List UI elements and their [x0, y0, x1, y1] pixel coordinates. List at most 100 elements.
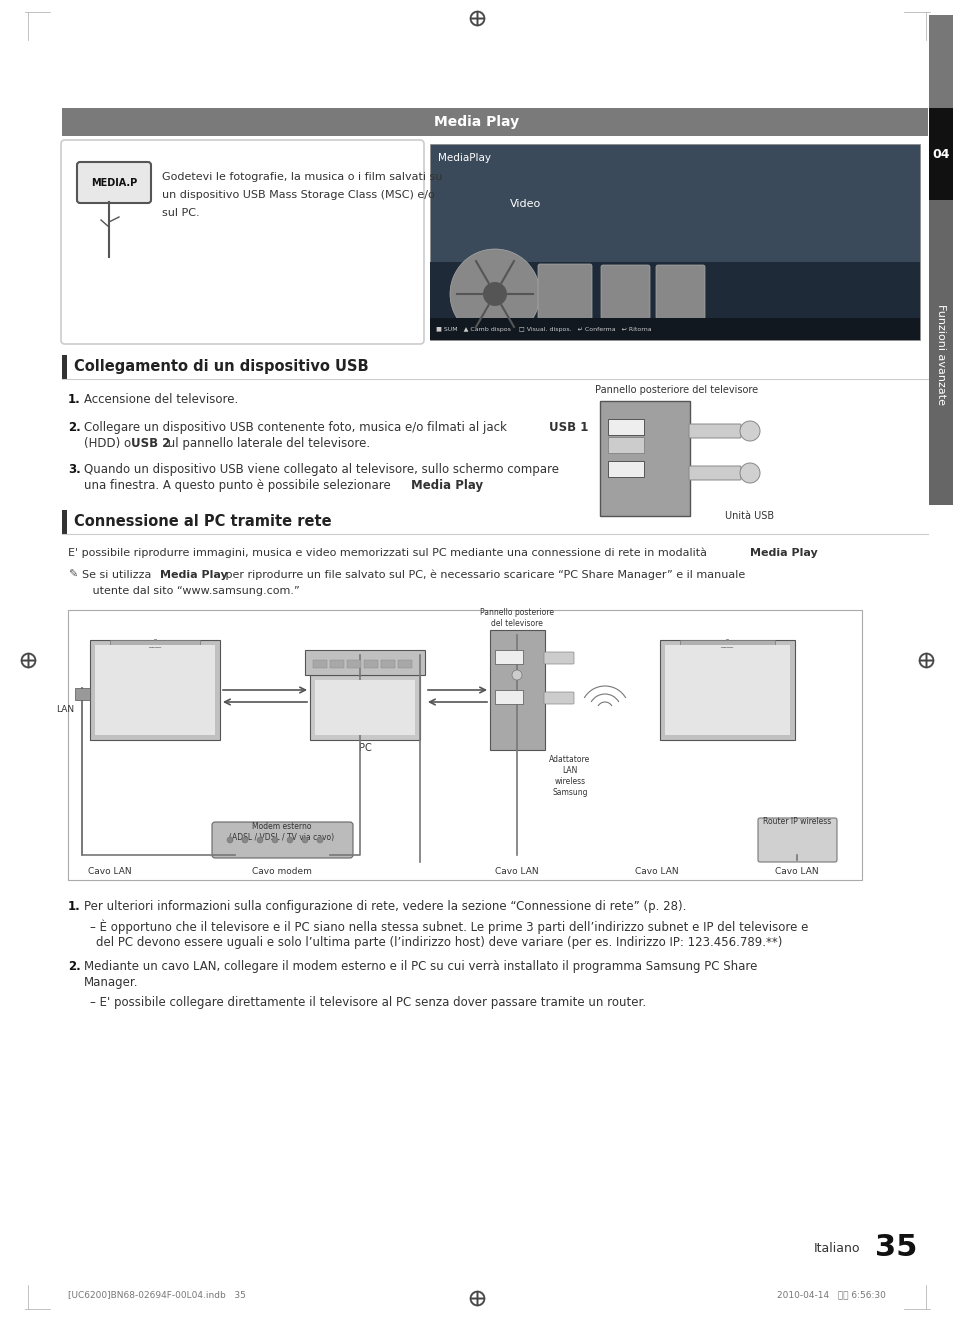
Circle shape: [316, 838, 323, 843]
Bar: [347, 660, 360, 668]
Text: Cavo modem: Cavo modem: [252, 868, 312, 877]
Circle shape: [302, 838, 308, 843]
Text: Manager.: Manager.: [84, 976, 138, 989]
FancyBboxPatch shape: [212, 822, 353, 859]
Text: Connessione al PC tramite rete: Connessione al PC tramite rete: [74, 514, 332, 530]
FancyBboxPatch shape: [543, 653, 574, 664]
Text: Cavo LAN: Cavo LAN: [88, 868, 132, 877]
Bar: [495, 650, 522, 664]
Text: ul pannello laterale del televisore.: ul pannello laterale del televisore.: [164, 437, 370, 450]
Bar: [607, 461, 643, 477]
Text: Per ulteriori informazioni sulla configurazione di rete, vedere la sezione “Conn: Per ulteriori informazioni sulla configu…: [84, 900, 685, 913]
FancyBboxPatch shape: [688, 424, 740, 439]
Circle shape: [287, 838, 293, 843]
Bar: [430, 318, 919, 339]
Bar: [75, 688, 90, 700]
Bar: [397, 660, 412, 668]
Bar: [95, 645, 214, 734]
Text: Unità USB: Unità USB: [724, 511, 773, 520]
Bar: [68, 610, 862, 880]
Text: Cavo LAN: Cavo LAN: [775, 868, 818, 877]
Text: USB 1: USB 1: [548, 421, 588, 435]
FancyBboxPatch shape: [688, 466, 740, 480]
Text: 2010-04-14   오후 6:56:30: 2010-04-14 오후 6:56:30: [777, 1291, 885, 1300]
Circle shape: [482, 281, 506, 306]
Bar: [659, 639, 794, 740]
FancyBboxPatch shape: [656, 266, 704, 318]
Bar: [62, 510, 67, 534]
Text: Cavo LAN: Cavo LAN: [635, 868, 679, 877]
Text: ■ SUM   ▲ Camb dispos    □ Visual. dispos.   ↵ Conferma   ↩ Ritorna: ■ SUM ▲ Camb dispos □ Visual. dispos. ↵ …: [436, 326, 651, 332]
Bar: [314, 680, 415, 734]
Bar: [664, 645, 789, 734]
Text: 1.: 1.: [68, 900, 81, 913]
Bar: [380, 660, 395, 668]
Text: 3.: 3.: [68, 462, 81, 476]
FancyBboxPatch shape: [77, 162, 151, 203]
Text: 35: 35: [874, 1234, 917, 1263]
Circle shape: [242, 838, 248, 843]
Text: (HDD) o: (HDD) o: [84, 437, 134, 450]
Text: utente dal sito “www.samsung.com.”: utente dal sito “www.samsung.com.”: [82, 587, 299, 596]
FancyBboxPatch shape: [61, 140, 423, 343]
Text: Se si utilizza: Se si utilizza: [82, 569, 154, 580]
Text: una finestra. A questo punto è possibile selezionare: una finestra. A questo punto è possibile…: [84, 480, 395, 491]
Text: 1.: 1.: [68, 394, 81, 406]
Text: ✎: ✎: [68, 569, 77, 580]
Text: PC: PC: [358, 742, 371, 753]
Bar: [607, 419, 643, 435]
Text: MEDIA.P: MEDIA.P: [91, 177, 137, 188]
Text: – E' possibile collegare direttamente il televisore al PC senza dover passare tr: – E' possibile collegare direttamente il…: [90, 996, 645, 1009]
Text: Adattatore
LAN
wireless
Samsung: Adattatore LAN wireless Samsung: [549, 756, 590, 798]
Bar: [430, 144, 919, 339]
Text: Media Play: Media Play: [749, 548, 817, 557]
Text: .: .: [812, 548, 816, 557]
Bar: [62, 108, 927, 136]
Text: sul PC.: sul PC.: [162, 207, 199, 218]
FancyBboxPatch shape: [543, 692, 574, 704]
Text: Media Play: Media Play: [411, 480, 482, 491]
Text: del PC devono essere uguali e solo l’ultima parte (l’indirizzo host) deve variar: del PC devono essere uguali e solo l’ult…: [96, 937, 781, 948]
Bar: [495, 690, 522, 704]
Bar: [364, 660, 377, 668]
Text: Cavo LAN: Cavo LAN: [495, 868, 538, 877]
Bar: [330, 660, 344, 668]
Circle shape: [450, 248, 539, 339]
Text: per riprodurre un file salvato sul PC, è necessario scaricare “PC Share Manager”: per riprodurre un file salvato sul PC, è…: [222, 569, 744, 580]
FancyBboxPatch shape: [758, 818, 836, 863]
Circle shape: [740, 462, 760, 483]
Circle shape: [740, 421, 760, 441]
Bar: [928, 108, 953, 199]
Bar: [310, 675, 419, 740]
Text: Media Play: Media Play: [160, 569, 228, 580]
Text: – È opportuno che il televisore e il PC siano nella stessa subnet. Le prime 3 pa: – È opportuno che il televisore e il PC …: [90, 919, 807, 934]
Bar: [607, 437, 643, 453]
Text: Router IP wireless: Router IP wireless: [762, 816, 830, 826]
Text: Pannello posteriore
del televisore: Pannello posteriore del televisore: [479, 608, 554, 627]
Circle shape: [256, 838, 263, 843]
Text: Funzioni avanzate: Funzioni avanzate: [936, 305, 945, 406]
Text: .: .: [476, 480, 480, 491]
Text: Media Play: Media Play: [434, 115, 519, 129]
Bar: [62, 355, 67, 379]
FancyBboxPatch shape: [600, 266, 649, 318]
Bar: [110, 639, 200, 645]
Text: Accensione del televisore.: Accensione del televisore.: [84, 394, 238, 406]
Bar: [305, 650, 424, 675]
Bar: [928, 199, 953, 505]
Text: Italiano: Italiano: [813, 1242, 859, 1255]
Text: ────: ────: [720, 646, 733, 650]
Text: Collegare un dispositivo USB contenente foto, musica e/o filmati al jack: Collegare un dispositivo USB contenente …: [84, 421, 510, 435]
Text: MediaPlay: MediaPlay: [437, 153, 491, 162]
Bar: [430, 262, 919, 339]
Bar: [490, 630, 544, 750]
Text: 2.: 2.: [68, 960, 81, 974]
Text: Video: Video: [510, 199, 540, 209]
Bar: [313, 660, 327, 668]
Bar: [679, 639, 774, 645]
Circle shape: [272, 838, 277, 843]
Text: un dispositivo USB Mass Storage Class (MSC) e/o: un dispositivo USB Mass Storage Class (M…: [162, 190, 435, 199]
Text: Quando un dispositivo USB viene collegato al televisore, sullo schermo compare: Quando un dispositivo USB viene collegat…: [84, 462, 558, 476]
Text: Godetevi le fotografie, la musica o i film salvati su: Godetevi le fotografie, la musica o i fi…: [162, 172, 442, 182]
Text: 04: 04: [932, 148, 949, 161]
